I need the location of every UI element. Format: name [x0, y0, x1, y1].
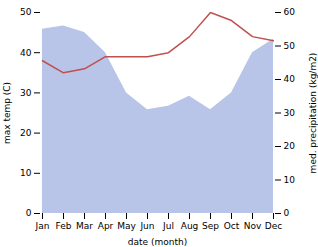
- svg-text:30: 30: [284, 108, 296, 118]
- svg-text:10: 10: [20, 168, 32, 178]
- svg-text:50: 50: [284, 41, 296, 51]
- svg-text:Nov: Nov: [244, 221, 262, 231]
- svg-text:Mar: Mar: [76, 221, 93, 231]
- svg-text:Apr: Apr: [98, 221, 114, 231]
- svg-text:40: 40: [284, 74, 296, 84]
- svg-text:Jul: Jul: [162, 221, 174, 231]
- svg-text:0: 0: [26, 208, 32, 218]
- svg-text:Jun: Jun: [139, 221, 154, 231]
- svg-text:0: 0: [284, 208, 290, 218]
- svg-text:20: 20: [20, 128, 32, 138]
- svg-text:med. precipitation (kg/m2): med. precipitation (kg/m2): [308, 53, 318, 174]
- svg-text:max temp (C): max temp (C): [2, 82, 12, 144]
- svg-text:30: 30: [20, 88, 32, 98]
- svg-text:Aug: Aug: [181, 221, 199, 231]
- svg-text:Dec: Dec: [265, 221, 282, 231]
- svg-text:date (month): date (month): [128, 237, 187, 247]
- svg-text:10: 10: [284, 175, 296, 185]
- svg-text:Sep: Sep: [202, 221, 219, 231]
- svg-text:Oct: Oct: [224, 221, 240, 231]
- svg-text:20: 20: [284, 141, 296, 151]
- svg-text:40: 40: [20, 48, 32, 58]
- svg-text:60: 60: [284, 7, 296, 17]
- svg-text:Jan: Jan: [35, 221, 50, 231]
- svg-text:May: May: [117, 221, 136, 231]
- svg-text:Feb: Feb: [56, 221, 72, 231]
- svg-text:50: 50: [20, 7, 32, 17]
